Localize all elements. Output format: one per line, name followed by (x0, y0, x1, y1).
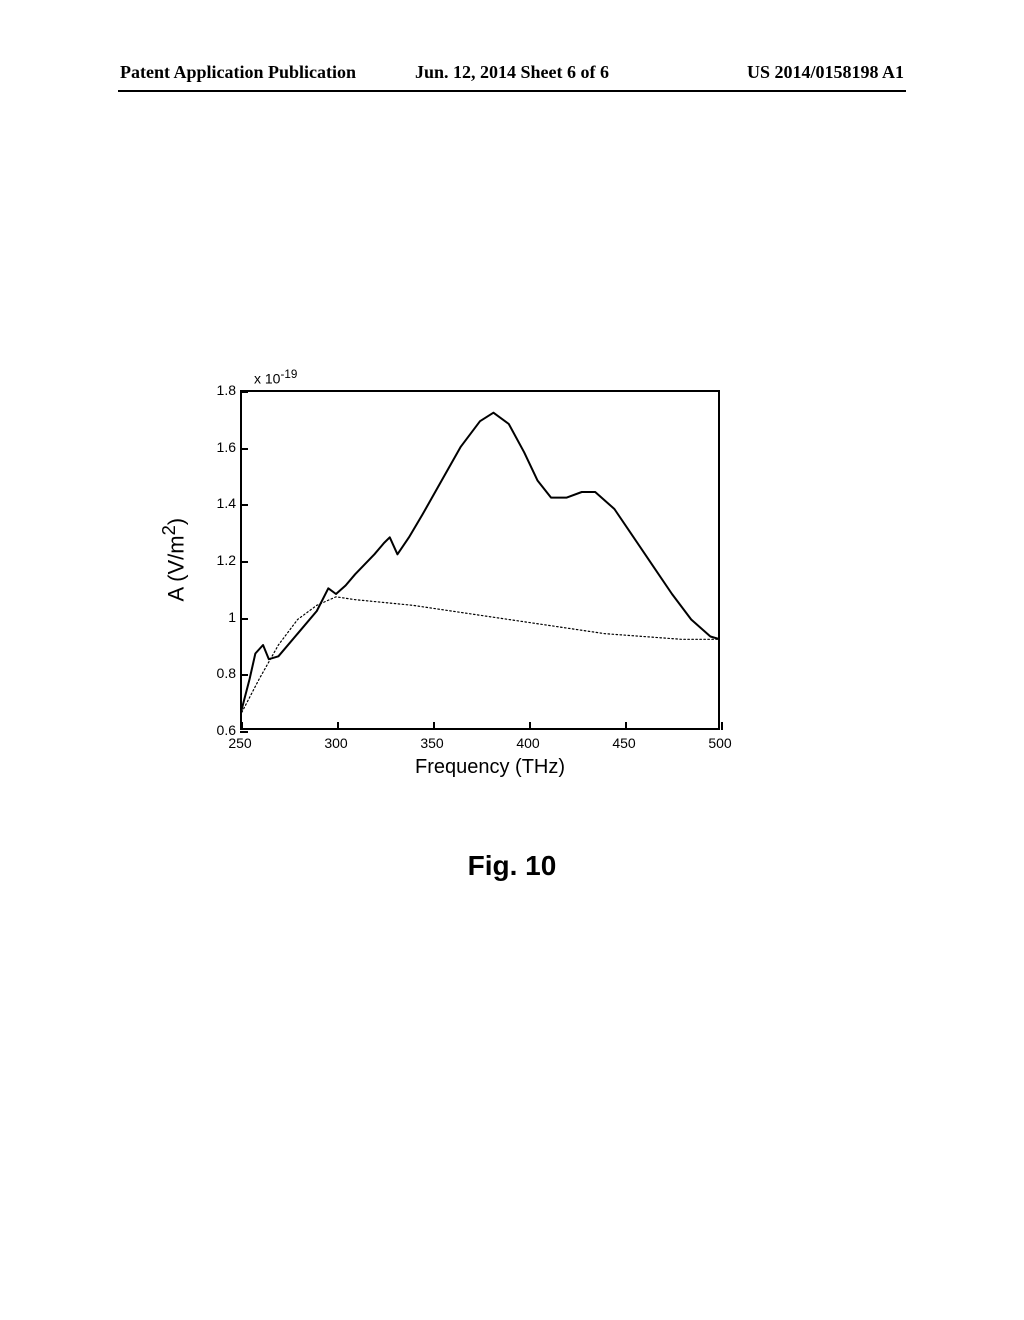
header-rule (118, 90, 906, 92)
header-right: US 2014/0158198 A1 (747, 62, 904, 83)
y-tick-label: 0.6 (208, 722, 236, 738)
series-dotted (240, 597, 720, 716)
y-tick-label: 1 (208, 609, 236, 625)
y-tick-label: 1.6 (208, 439, 236, 455)
x-tick-label: 400 (516, 735, 539, 751)
x-tick-label: 300 (324, 735, 347, 751)
page-header: Patent Application Publication Jun. 12, … (0, 62, 1024, 92)
exponent-label: x 10-19 (254, 368, 297, 387)
y-tick (240, 731, 248, 733)
x-axis-label: Frequency (THz) (180, 756, 740, 779)
y-tick-label: 1.8 (208, 382, 236, 398)
y-tick-label: 1.4 (208, 495, 236, 511)
x-tick-label: 500 (708, 735, 731, 751)
series-solid (240, 413, 720, 716)
figure-caption: Fig. 10 (0, 850, 1024, 882)
page: Patent Application Publication Jun. 12, … (0, 0, 1024, 1320)
x-tick (721, 722, 723, 730)
x-tick-label: 450 (612, 735, 635, 751)
y-tick-label: 1.2 (208, 552, 236, 568)
y-axis-label: A (V/m2) (160, 380, 188, 740)
chart-plot (240, 390, 720, 730)
x-tick-label: 350 (420, 735, 443, 751)
spectrum-chart: x 10-19 A (V/m2) Frequency (THz) 2503003… (180, 380, 740, 780)
y-tick-label: 0.8 (208, 665, 236, 681)
